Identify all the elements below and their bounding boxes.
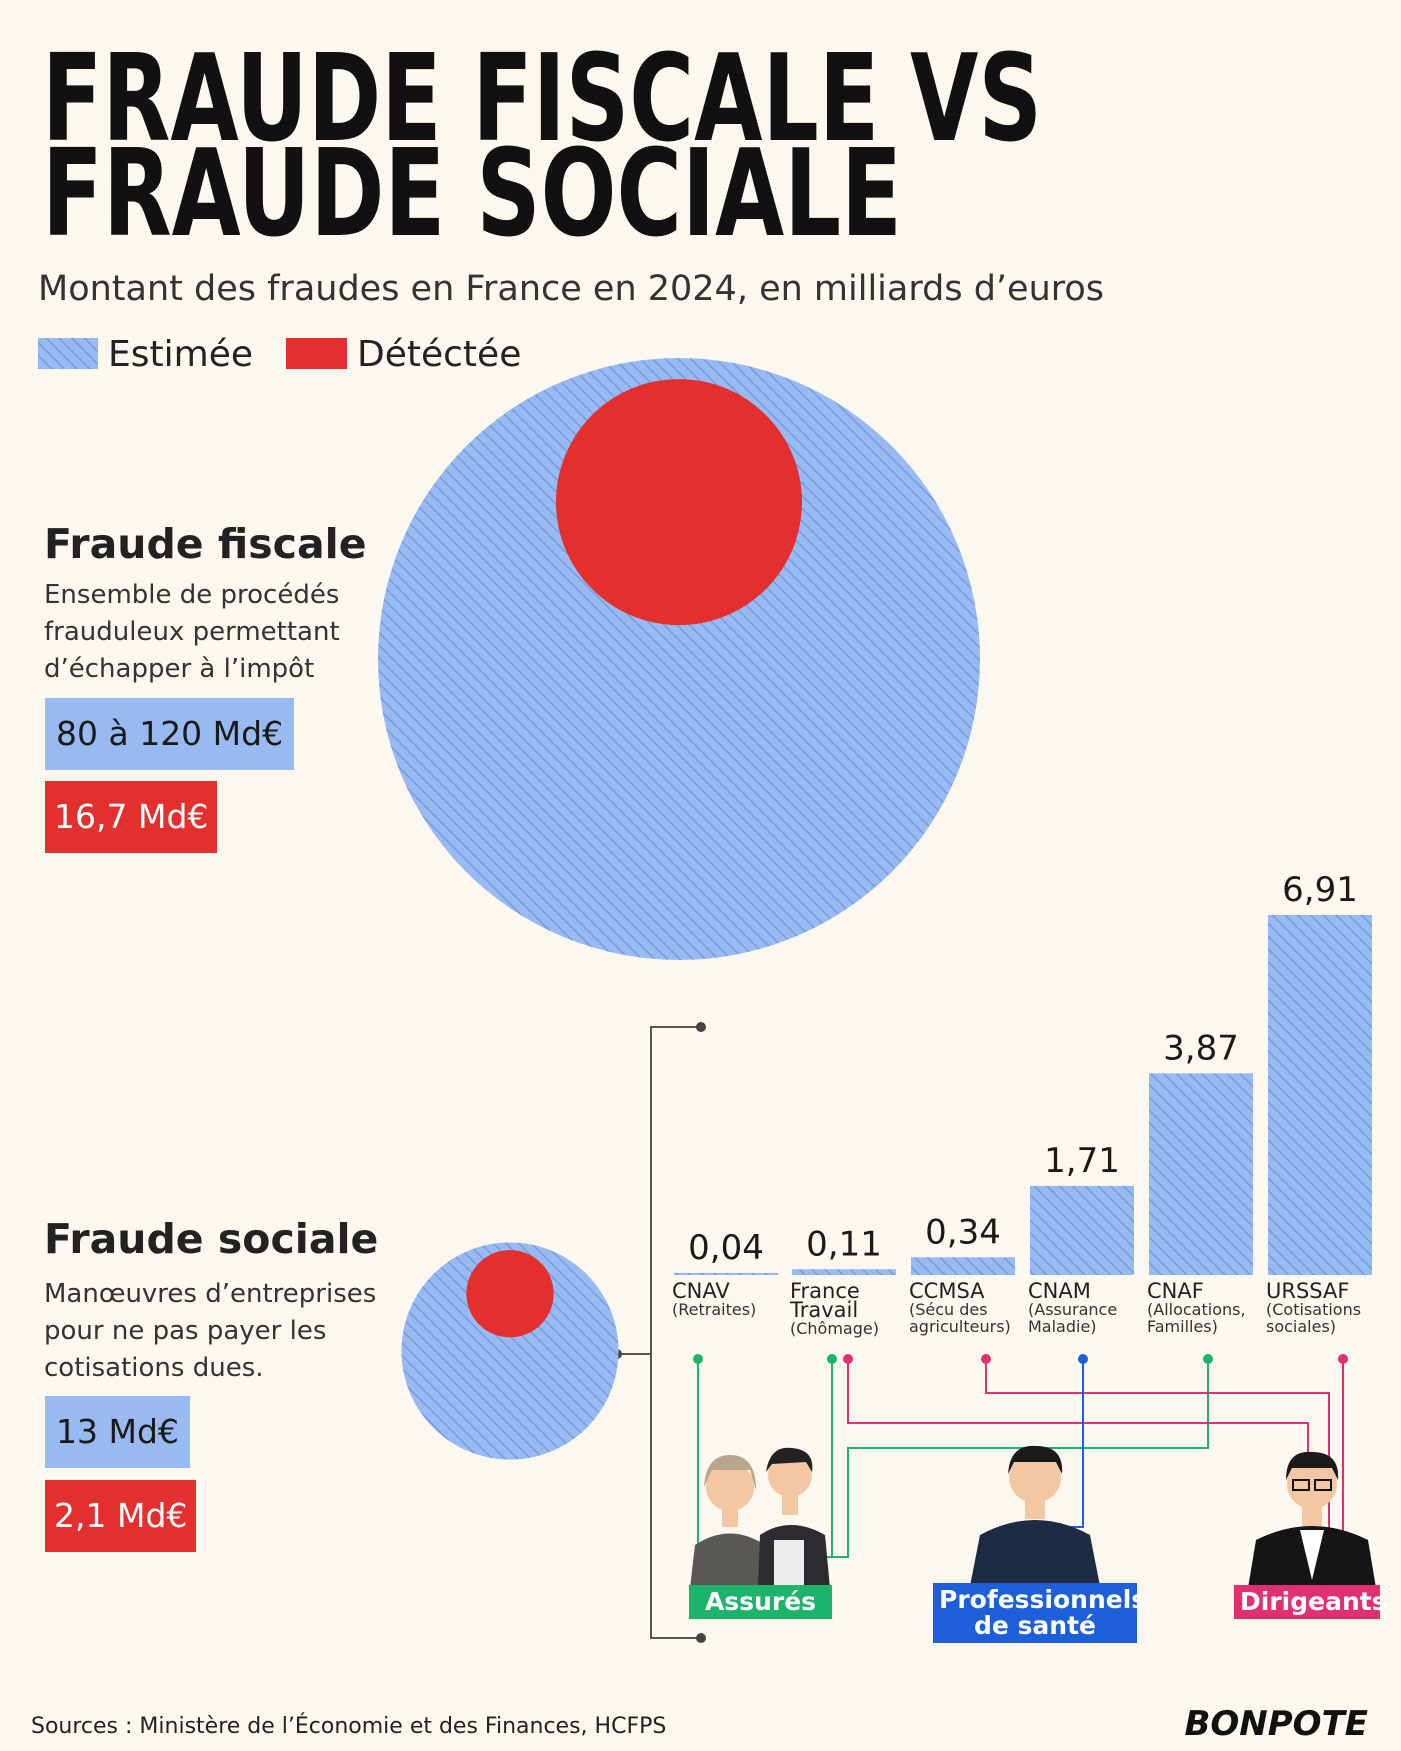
- detected-label: 16,7 Md€: [45, 781, 218, 853]
- section-description: pour ne pas payer les: [44, 1316, 326, 1346]
- category-name: CNAM: [1028, 1279, 1091, 1303]
- category-sublabel: (Assurance Maladie): [1028, 1300, 1118, 1336]
- section-description: Ensemble de procédés: [44, 580, 339, 610]
- category-name: CCMSA: [909, 1279, 985, 1303]
- category-name: CNAV: [672, 1279, 730, 1303]
- bar: [1268, 914, 1372, 1275]
- value-label: 1,71: [1044, 1141, 1120, 1181]
- title-line: FRAUDE SOCIALE: [42, 125, 902, 264]
- section-description: Manœuvres d’entreprises: [44, 1279, 376, 1309]
- category-name: France Travail: [790, 1279, 860, 1322]
- bar: [792, 1269, 896, 1275]
- value-label: 0,34: [925, 1212, 1001, 1252]
- category: CNAF (Allocations, Familles): [1147, 1279, 1257, 1336]
- sources: Sources : Ministère de l’Économie et des…: [31, 1713, 666, 1739]
- section-description: cotisations dues.: [44, 1353, 264, 1383]
- people-health: [970, 1445, 1100, 1586]
- category-sublabel: (Retraites): [672, 1300, 757, 1319]
- category-name: CNAF: [1147, 1279, 1204, 1303]
- value-label: 0,11: [806, 1224, 882, 1264]
- title-line: FRAUDE FISCALE VS: [42, 30, 1042, 169]
- value-label: 6,91: [1282, 870, 1358, 910]
- category-sublabel: (Sécu des agriculteurs): [909, 1300, 1011, 1336]
- category: CCMSA (Sécu des agriculteurs): [909, 1279, 1019, 1336]
- group-label: Assurés: [689, 1585, 832, 1619]
- estimated-circle: [378, 358, 980, 960]
- subtitle: Montant des fraudes en France en 2024, e…: [38, 269, 1104, 309]
- legend-label: Détéctée: [357, 334, 521, 375]
- legend-label: Estimée: [108, 334, 253, 375]
- bar: [674, 1272, 778, 1275]
- section-description: d’échapper à l’impôt: [44, 654, 314, 684]
- group-label: Dirigeants: [1234, 1585, 1387, 1619]
- section-title: Fraude fiscale: [44, 520, 367, 568]
- people-insured: [690, 1447, 830, 1588]
- bar: [1030, 1185, 1134, 1275]
- category-sublabel: (Allocations, Familles): [1147, 1300, 1246, 1336]
- category-sublabel: (Chômage): [790, 1319, 879, 1338]
- connector-dots: [693, 1354, 1348, 1364]
- logo: BONPOTE: [1184, 1704, 1368, 1744]
- category-name: URSSAF: [1266, 1279, 1350, 1303]
- estimated-circle: [401, 1242, 619, 1460]
- estimated-label: 80 à 120 Md€: [45, 698, 295, 770]
- detected-circle: [555, 379, 803, 626]
- legend-swatch: [38, 338, 98, 369]
- legend-swatch: [286, 338, 347, 369]
- bar: [1149, 1073, 1253, 1275]
- group-label: Professionnels de santé: [933, 1583, 1146, 1643]
- category: CNAV (Retraites): [672, 1279, 782, 1319]
- category-sublabel: (Cotisations sociales): [1266, 1300, 1362, 1336]
- section-title: Fraude sociale: [44, 1215, 378, 1263]
- value-label: 0,04: [688, 1228, 764, 1268]
- bracket: [617, 1026, 701, 1639]
- section-description: frauduleux permettant: [44, 617, 340, 647]
- value-label: 3,87: [1163, 1028, 1239, 1068]
- bar: [911, 1257, 1015, 1275]
- estimated-label: 13 Md€: [45, 1396, 190, 1468]
- detected-circle: [466, 1250, 554, 1338]
- bracket-dots: [612, 1022, 706, 1643]
- people-managers: [1248, 1451, 1376, 1588]
- category: CNAM (Assurance Maladie): [1028, 1279, 1138, 1336]
- category: France Travail (Chômage): [790, 1279, 900, 1338]
- detected-label: 2,1 Md€: [45, 1480, 197, 1552]
- category: URSSAF (Cotisations sociales): [1266, 1279, 1376, 1336]
